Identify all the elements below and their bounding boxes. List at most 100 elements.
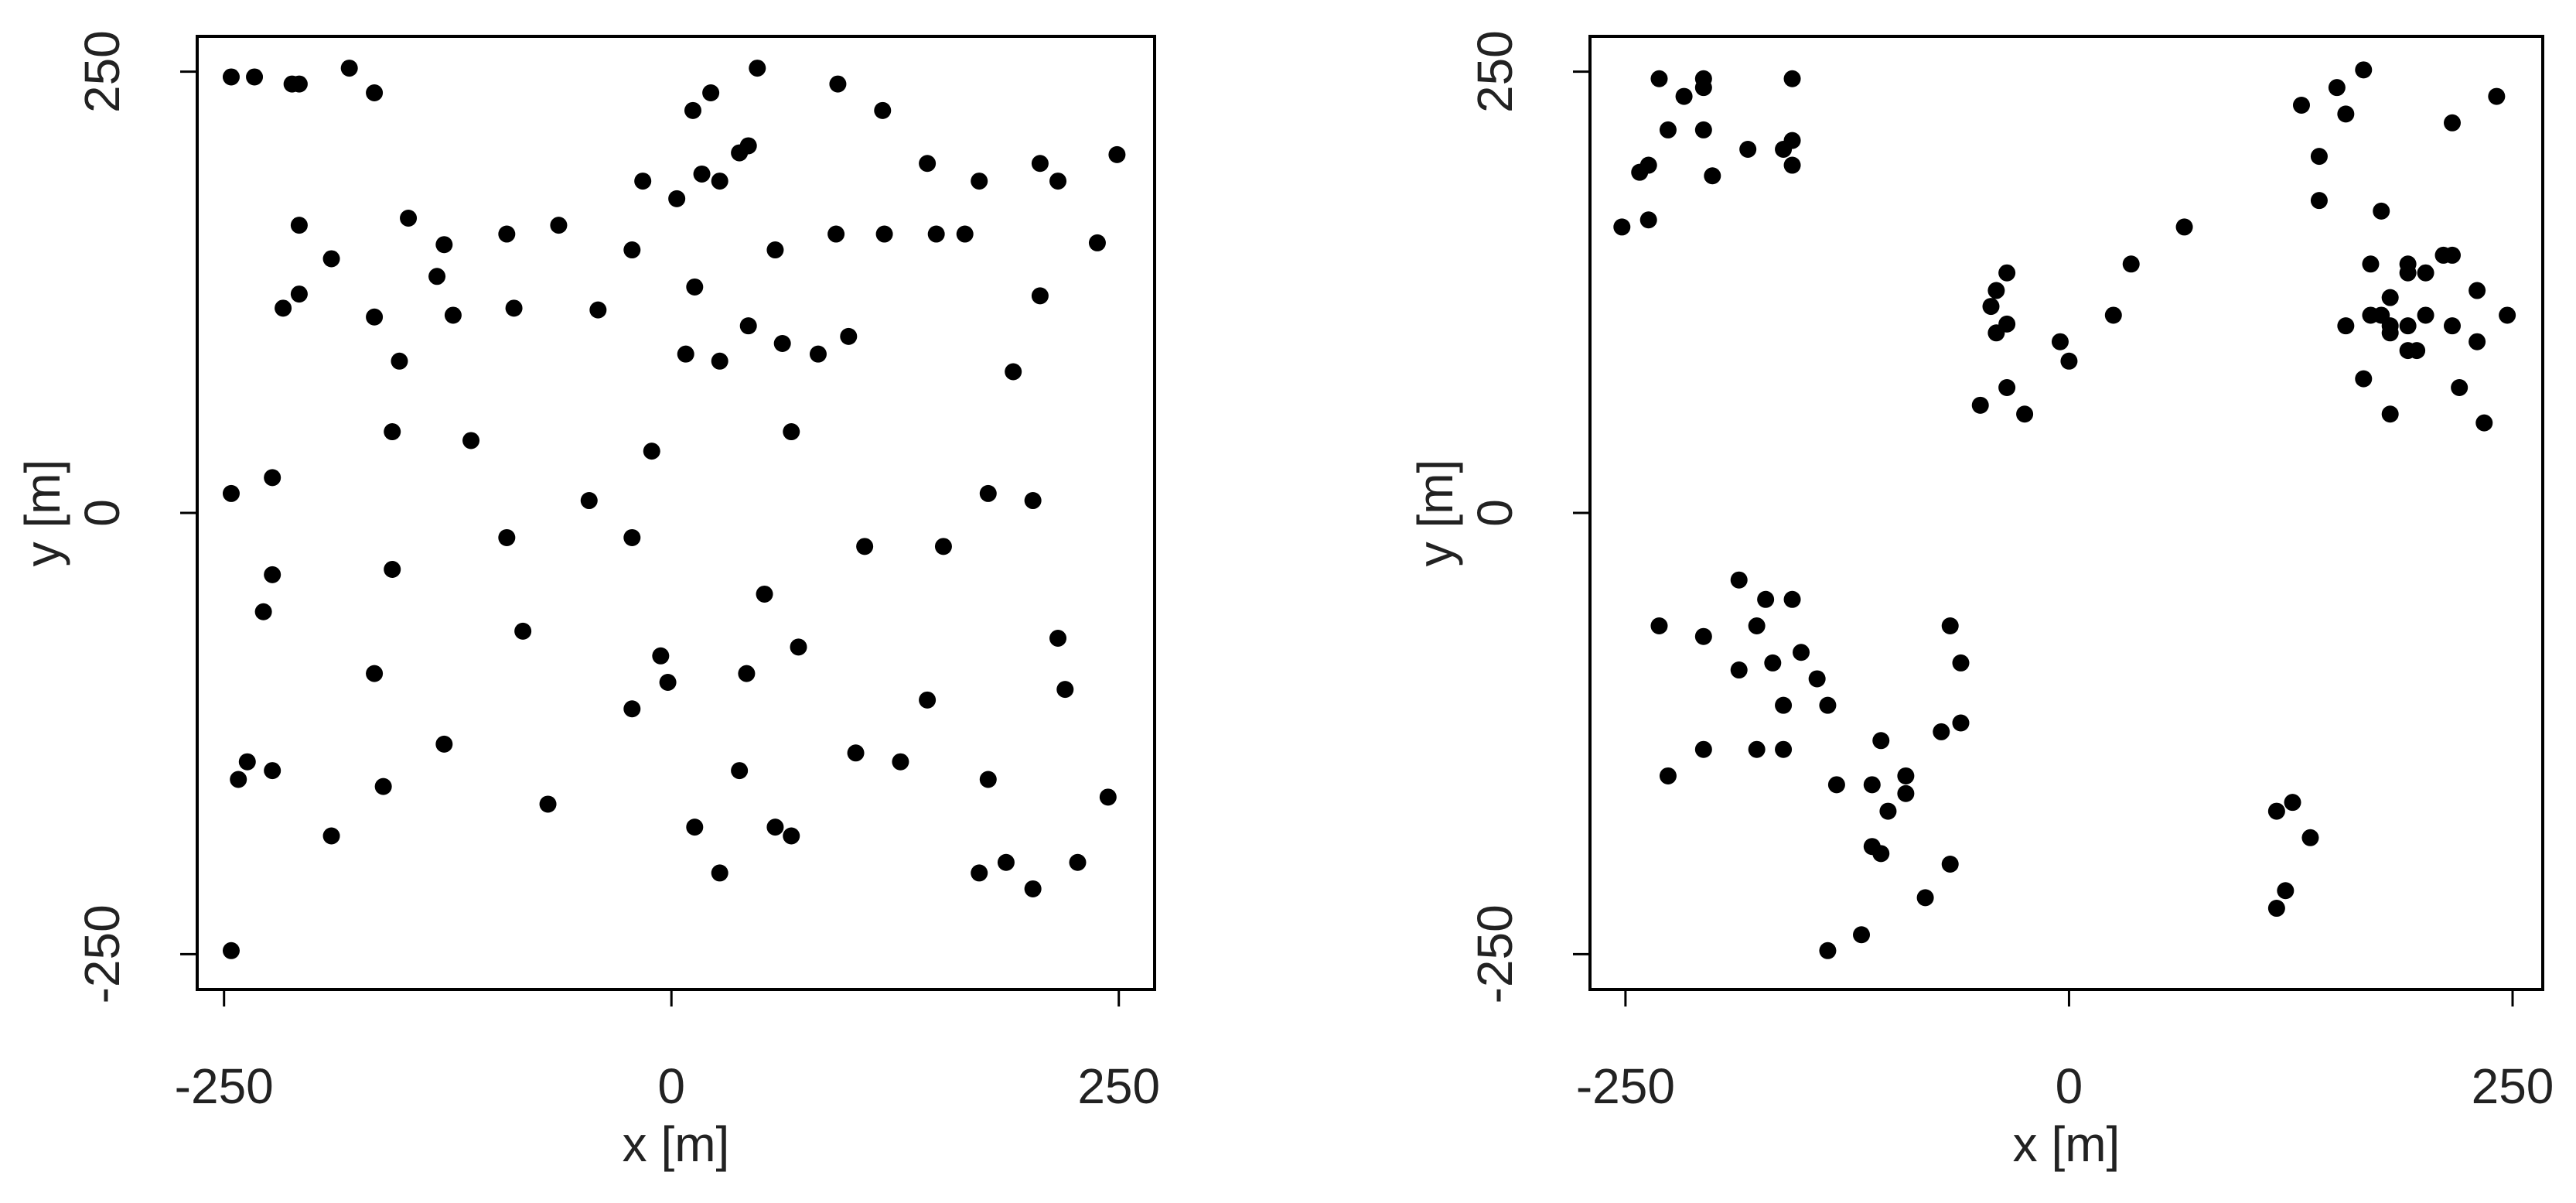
point xyxy=(643,443,660,460)
point xyxy=(340,60,358,77)
point xyxy=(366,665,384,682)
point xyxy=(2417,264,2434,282)
point xyxy=(1879,802,1897,820)
point xyxy=(2408,342,2426,360)
point xyxy=(2475,414,2493,432)
point xyxy=(275,299,292,317)
y-tick-label: 250 xyxy=(74,30,130,113)
point xyxy=(1952,654,1970,672)
point xyxy=(539,795,557,813)
point xyxy=(1730,661,1748,679)
point xyxy=(927,225,945,243)
point xyxy=(623,700,641,718)
point xyxy=(322,250,340,268)
point xyxy=(2016,405,2034,423)
x-tick-label: 250 xyxy=(1077,1058,1160,1114)
y-tick-label: 250 xyxy=(1467,30,1523,113)
point xyxy=(1024,880,1042,897)
point xyxy=(1005,363,1022,381)
point xyxy=(652,647,670,665)
point xyxy=(997,853,1015,871)
x-tick-label: 0 xyxy=(2056,1058,2083,1114)
point xyxy=(2051,333,2069,350)
point xyxy=(847,744,865,762)
point xyxy=(2488,87,2506,105)
point xyxy=(2301,829,2319,846)
point xyxy=(1819,696,1837,714)
point xyxy=(222,68,240,86)
point xyxy=(1088,234,1106,251)
point xyxy=(659,674,677,692)
point xyxy=(677,345,694,363)
point xyxy=(1694,740,1712,758)
point xyxy=(1650,617,1668,635)
point xyxy=(366,84,384,102)
point xyxy=(1694,121,1712,138)
point xyxy=(435,236,453,254)
point xyxy=(1783,132,1801,149)
point xyxy=(1783,590,1801,608)
point xyxy=(756,585,773,603)
point xyxy=(711,864,728,882)
point xyxy=(1049,629,1067,647)
point xyxy=(222,484,240,502)
point xyxy=(979,771,997,788)
x-axis-title: x [m] xyxy=(623,1116,730,1172)
point xyxy=(1764,654,1782,672)
point xyxy=(856,538,874,555)
point xyxy=(827,225,845,243)
point xyxy=(693,165,711,183)
point xyxy=(1069,853,1087,871)
point xyxy=(2060,352,2078,370)
point xyxy=(505,299,523,317)
point xyxy=(2122,255,2140,273)
x-tick-label: 250 xyxy=(2472,1058,2554,1114)
point xyxy=(384,561,401,579)
point xyxy=(739,317,757,335)
point xyxy=(1872,845,1890,863)
point xyxy=(668,190,686,207)
point xyxy=(2175,218,2193,236)
y-tick-label: -250 xyxy=(74,904,130,1003)
point xyxy=(766,819,784,836)
point xyxy=(1613,218,1631,236)
point xyxy=(2451,379,2469,397)
point xyxy=(2277,882,2295,900)
point xyxy=(374,778,392,795)
point xyxy=(2328,79,2346,97)
point xyxy=(738,665,756,682)
point xyxy=(979,484,997,502)
point xyxy=(2469,282,2486,299)
point xyxy=(623,528,641,546)
point xyxy=(1108,145,1126,163)
point xyxy=(623,241,641,259)
point xyxy=(1783,70,1801,87)
point xyxy=(2499,306,2516,324)
point xyxy=(2373,202,2390,220)
point xyxy=(1675,87,1693,105)
point xyxy=(1827,776,1845,794)
point xyxy=(1031,287,1049,305)
point xyxy=(514,622,532,640)
point xyxy=(1031,155,1049,173)
point xyxy=(2381,324,2399,342)
point xyxy=(1775,740,1793,758)
point xyxy=(1897,767,1915,784)
point xyxy=(2292,96,2310,114)
point xyxy=(2267,802,2285,820)
point xyxy=(2399,264,2417,282)
point xyxy=(2362,255,2380,273)
point xyxy=(1941,856,1959,873)
point xyxy=(1694,79,1712,97)
point xyxy=(2355,370,2373,388)
point xyxy=(400,209,418,227)
point xyxy=(2399,317,2417,335)
point xyxy=(1639,156,1657,174)
point xyxy=(1739,141,1757,159)
point xyxy=(580,492,598,510)
x-tick-label: 0 xyxy=(657,1058,685,1114)
point xyxy=(809,345,827,363)
point xyxy=(384,423,401,441)
point xyxy=(1639,211,1657,229)
point xyxy=(264,762,281,780)
